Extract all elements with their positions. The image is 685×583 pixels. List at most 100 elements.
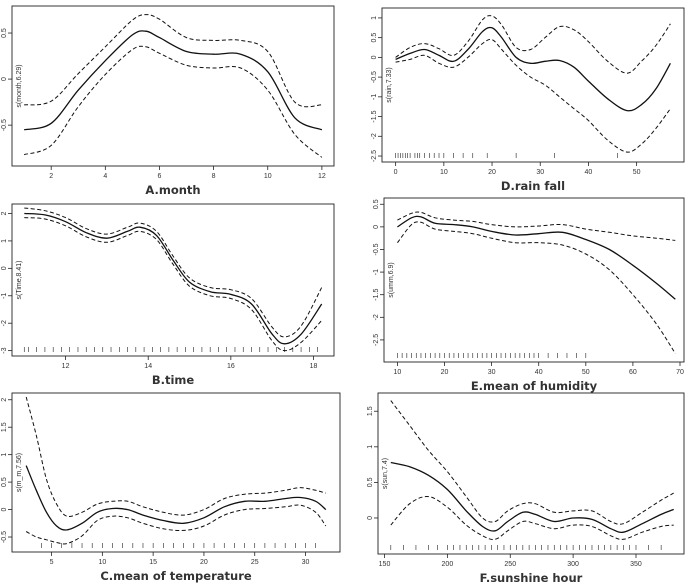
plot-frame <box>11 5 335 167</box>
series-line-fit <box>23 30 323 131</box>
x-tick-label: 150 <box>379 561 391 568</box>
y-tick-label: -0.5 <box>371 71 378 83</box>
x-tick-label: 10 <box>98 559 106 566</box>
panel-caption: A.month <box>145 183 200 197</box>
x-tick-label: 2 <box>49 173 53 180</box>
x-tick-label: 350 <box>630 561 642 568</box>
y-tick-label: 0 <box>371 55 378 59</box>
y-tick-label: -1 <box>371 94 378 100</box>
y-axis-label: s(month,6.29) <box>16 64 23 107</box>
x-tick-label: 20 <box>200 559 208 566</box>
series-line-upper <box>397 211 676 241</box>
x-tick-label: 40 <box>585 169 593 176</box>
x-tick-label: 30 <box>488 369 496 376</box>
x-tick-label: 60 <box>629 369 637 376</box>
x-tick-label: 14 <box>144 363 152 370</box>
x-tick-label: 10 <box>440 169 448 176</box>
y-tick-label: -1 <box>1 293 8 299</box>
y-axis-label: s(m_m,7.56) <box>16 453 23 492</box>
y-tick-label: -2 <box>1 320 8 326</box>
x-tick-label: 0 <box>394 169 398 176</box>
y-tick-label: -1.5 <box>371 110 378 122</box>
y-tick-label: -3 <box>1 347 8 353</box>
y-tick-label: 1 <box>1 453 8 457</box>
y-tick-label: 0.5 <box>1 477 8 487</box>
plot-frame <box>381 7 685 163</box>
x-tick-label: 25 <box>251 559 259 566</box>
series-line-lower <box>390 496 674 541</box>
plot-frame <box>383 197 685 363</box>
y-tick-label: -0.5 <box>1 531 8 543</box>
x-tick-label: 10 <box>264 173 272 180</box>
series-line-fit <box>397 215 676 300</box>
y-tick-label: 2 <box>1 398 8 402</box>
panel-f-sunshine-hour: 150 200 250 300 350 0 0.5 1 1.5 s(sun,7.4) F.sunsh… <box>367 392 685 583</box>
series-line-fit <box>395 26 671 112</box>
y-axis-label: s(Time,8.41) <box>16 260 23 299</box>
panel-e-mean-of-humidity: 10 20 30 40 50 60 70 -2.5 -2 -1.5 -1 -0.5 0 0.5 s(umm,… <box>373 197 685 393</box>
x-tick-label: 8 <box>212 173 216 180</box>
y-tick-label: -0.5 <box>373 243 380 255</box>
x-tick-label: 12 <box>62 363 70 370</box>
x-tick-label: 30 <box>302 559 310 566</box>
x-tick-label: 20 <box>488 169 496 176</box>
series-line-lower <box>25 504 327 545</box>
x-tick-label: 16 <box>227 363 235 370</box>
y-tick-label: 1 <box>371 16 378 20</box>
series-line-upper <box>390 400 674 525</box>
y-tick-label: 0.5 <box>1 28 8 38</box>
y-tick-label: 1.5 <box>1 422 8 432</box>
panel-caption: C.mean of temperature <box>100 569 252 583</box>
x-tick-label: 30 <box>536 169 544 176</box>
panel-c-mean-of-temperature: 5 10 15 20 25 30 -0.5 0 0.5 1 1.5 2 s(m_m,7.56) C.mea… <box>1 392 341 583</box>
y-tick-label: -1 <box>373 269 380 275</box>
series-line-upper <box>25 396 326 517</box>
y-tick-label: 1.5 <box>367 406 374 416</box>
x-tick-label: 5 <box>50 559 54 566</box>
x-tick-label: 10 <box>394 369 402 376</box>
y-tick-label: -0.5 <box>1 119 8 131</box>
panel-a-month: 2 4 6 8 10 12 -0.5 0 0.5 s(month,6.29) A.month <box>1 5 335 197</box>
y-tick-label: 2 <box>1 211 8 215</box>
y-tick-label: 0 <box>1 77 8 81</box>
panel-caption: D.rain fall <box>501 179 565 193</box>
plot-frame <box>11 203 335 357</box>
y-tick-label: 0 <box>367 516 374 520</box>
plot-frame <box>377 392 685 555</box>
y-tick-label: -2 <box>371 133 378 139</box>
series-line-lower <box>23 45 323 158</box>
y-tick-label: -2 <box>373 314 380 320</box>
series-line-fit <box>24 212 323 345</box>
x-tick-label: 20 <box>441 369 449 376</box>
y-axis-label: s(umm,6.9) <box>388 262 395 297</box>
y-tick-label: -2.5 <box>371 150 378 162</box>
x-tick-label: 4 <box>103 173 107 180</box>
series-line-lower <box>24 217 323 352</box>
y-tick-label: 0.5 <box>371 33 378 43</box>
x-tick-label: 50 <box>633 169 641 176</box>
panel-d-rain-fall: 0 10 20 30 40 50 -2.5 -2 -1.5 -1 -0.5 0 0.5 1 s(rain,7… <box>371 7 685 193</box>
y-tick-label: 1 <box>1 239 8 243</box>
y-tick-label: 1 <box>367 445 374 449</box>
panel-caption: B.time <box>152 373 195 387</box>
x-tick-label: 18 <box>310 363 318 370</box>
y-tick-label: 0 <box>1 266 8 270</box>
x-tick-label: 200 <box>442 561 454 568</box>
plot-frame <box>11 392 341 553</box>
x-tick-label: 50 <box>582 369 590 376</box>
x-tick-label: 6 <box>158 173 162 180</box>
y-tick-label: 0.5 <box>367 477 374 487</box>
series-line-upper <box>24 14 322 108</box>
y-tick-label: -2.5 <box>373 334 380 346</box>
y-tick-label: 0 <box>1 508 8 512</box>
y-tick-label: 0 <box>373 225 380 229</box>
x-tick-label: 70 <box>676 369 684 376</box>
x-tick-label: 15 <box>149 559 157 566</box>
x-tick-label: 250 <box>504 561 516 568</box>
x-tick-label: 40 <box>535 369 543 376</box>
y-tick-label: 0.5 <box>373 199 380 209</box>
x-tick-label: 12 <box>318 173 326 180</box>
series-line-upper <box>395 15 671 74</box>
